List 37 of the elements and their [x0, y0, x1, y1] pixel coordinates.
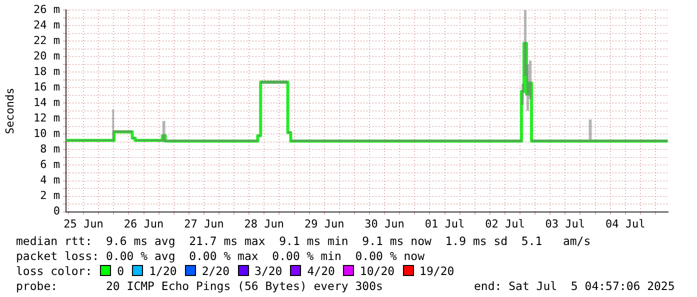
y-tick-label: 4 m [40, 174, 60, 187]
text: 19/20 [420, 264, 454, 278]
text: median rtt: 9.6 ms avg 21.7 ms max 9.1 ms min 9.1 ms now 1.9 ms sd 5.1 am/s [16, 234, 591, 248]
y-tick-label: 16 m [34, 80, 60, 94]
text: 1/20 [149, 264, 177, 278]
x-tick-label: 04 Jul [605, 217, 646, 230]
text: packet loss: 0.00 % avg 0.00 % max 0.00 % min 0.00 % now [16, 249, 424, 263]
y-tick-label: 2 m [40, 189, 60, 202]
text: 3/20 [254, 264, 282, 278]
y-tick-label: 20 m [34, 49, 60, 62]
y-tick-label: 26 m [34, 2, 60, 16]
x-tick-label: 29 Jun [304, 217, 344, 230]
y-tick-label: 10 m [34, 127, 60, 140]
text: 4/20 [307, 264, 335, 278]
y-tick-label: 12 m [34, 112, 60, 125]
y-tick-label: 0 [53, 204, 60, 218]
y-tick-label: 6 m [40, 158, 60, 172]
x-tick-label: 28 Jun [244, 217, 284, 230]
text: 2/20 [202, 264, 230, 278]
y-tick-label: 22 m [34, 34, 60, 47]
y-tick-label: 8 m [40, 142, 60, 156]
x-tick-label: 26 Jun [124, 217, 164, 230]
text: 0 [117, 264, 124, 278]
y-tick-label: 14 m [34, 96, 60, 109]
x-tick-label: 25 Jun [64, 217, 104, 230]
x-tick-label: 02 Jul [485, 217, 525, 230]
text: loss color: [16, 264, 92, 278]
x-tick-label: 01 Jul [424, 217, 465, 230]
x-tick-label: 27 Jun [184, 217, 224, 230]
text: end: Sat Jul 5 04:57:06 2025 [474, 279, 675, 294]
x-tick-label: 03 Jul [545, 217, 586, 230]
y-tick-label: 18 m [34, 64, 60, 78]
text: 10/20 [360, 264, 395, 278]
y-tick-label: 24 m [34, 18, 60, 32]
text: probe: 20 ICMP Echo Pings (56 Bytes) every 300s [16, 279, 383, 293]
y-axis-title: Seconds [3, 88, 16, 134]
x-tick-label: 30 Jun [364, 217, 404, 230]
